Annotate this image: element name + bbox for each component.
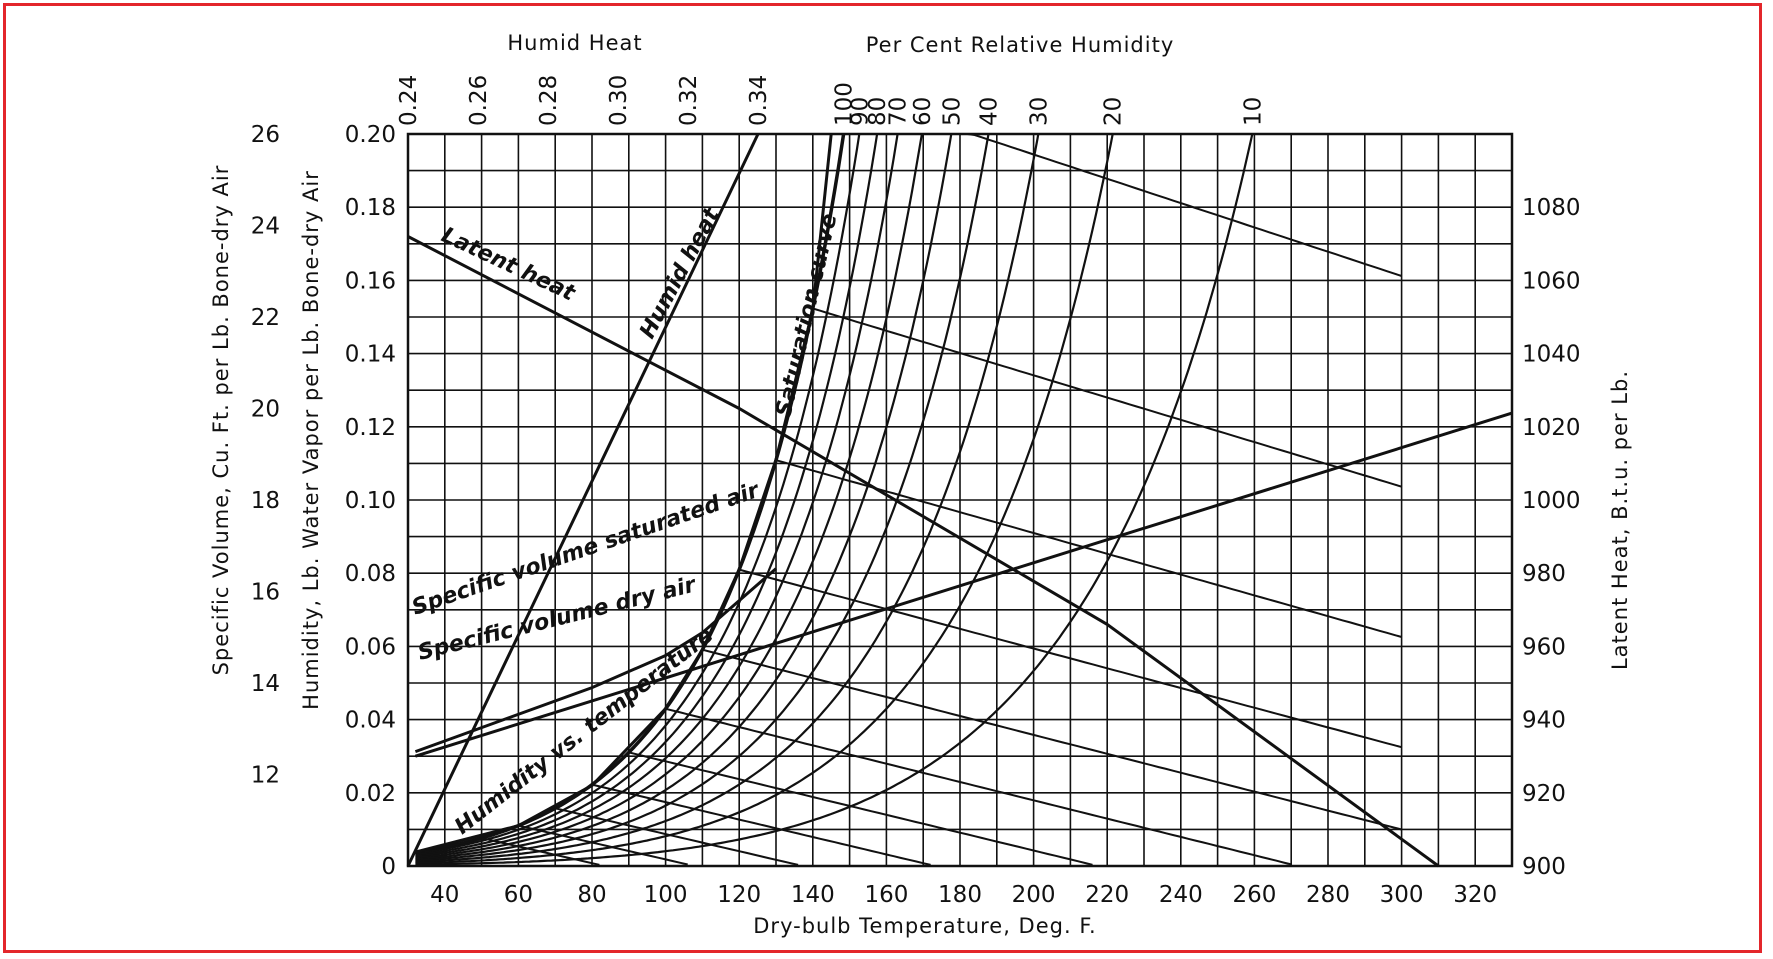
rh-curve-10: [415, 133, 1254, 866]
adiabatic-line: [481, 837, 600, 866]
y-tick-label-specific-volume: 22: [251, 305, 280, 331]
rh-curve-50: [415, 133, 953, 861]
top-tick-label-relative-humidity: 90: [847, 97, 873, 126]
y-tick-label-latent-heat: 1000: [1522, 488, 1581, 514]
top-tick-label-humid-heat: 0.30: [606, 75, 632, 126]
y-axis-title-latent-heat: Latent Heat, B.t.u. per Lb.: [1608, 370, 1632, 670]
series-line: [414, 411, 1513, 758]
x-tick-label: 200: [1012, 882, 1056, 908]
adiabatic-line: [628, 751, 1093, 866]
adiabatic-line: [738, 568, 1402, 749]
y-tick-label-latent-heat: 1040: [1522, 342, 1581, 368]
chart-frame: [3, 3, 1762, 953]
x-tick-label: 120: [717, 882, 761, 908]
y-axis-title-humidity: Humidity, Lb. Water Vapor per Lb. Bone-d…: [299, 170, 323, 710]
adiabatic-line: [812, 307, 1402, 488]
adiabatic-line: [591, 783, 931, 866]
y-tick-label-humidity: 0.18: [345, 195, 396, 221]
y-tick-label-humidity: 0.20: [345, 122, 396, 148]
x-tick-label: 100: [644, 882, 688, 908]
x-axis-title: Dry-bulb Temperature, Deg. F.: [753, 914, 1096, 938]
y-tick-label-humidity: 0.02: [345, 781, 396, 807]
y-axis-title-specific-volume: Specific Volume, Cu. Ft. per Lb. Bone-dr…: [209, 165, 233, 676]
y-tick-label-specific-volume: 20: [251, 397, 280, 423]
y-tick-label-humidity: 0.12: [345, 415, 396, 441]
x-tick-label: 180: [938, 882, 982, 908]
adiabatic-line: [702, 648, 1402, 831]
label-latent-heat: Latent heat: [437, 223, 579, 307]
top-tick-label-humid-heat: 0.28: [536, 75, 562, 126]
y-tick-label-latent-heat: 940: [1522, 708, 1566, 734]
x-tick-label: 240: [1159, 882, 1203, 908]
y-tick-label-specific-volume: 16: [251, 580, 280, 606]
series-line: [414, 567, 777, 754]
x-tick-label: 60: [504, 882, 533, 908]
rh-curve-20: [415, 133, 1114, 865]
top-axis-title-humid-heat: Humid Heat: [507, 31, 642, 55]
top-axis-title-relative-humidity: Per Cent Relative Humidity: [866, 33, 1175, 57]
series-line: [406, 133, 760, 867]
y-tick-label-humidity: 0.14: [345, 342, 396, 368]
top-tick-label-relative-humidity: 100: [832, 82, 858, 126]
y-tick-label-specific-volume: 12: [251, 763, 280, 789]
top-tick-label-humid-heat: 0.24: [396, 75, 422, 126]
adiabatic-line: [554, 807, 799, 866]
y-tick-label-specific-volume: 18: [251, 488, 280, 514]
x-tick-label: 80: [577, 882, 606, 908]
y-tick-label-latent-heat: 900: [1522, 854, 1566, 880]
series-line: [415, 133, 833, 854]
top-tick-label-relative-humidity: 40: [976, 97, 1002, 126]
top-tick-label-relative-humidity: 60: [910, 97, 936, 126]
y-tick-label-latent-heat: 960: [1522, 634, 1566, 660]
x-tick-label: 320: [1453, 882, 1497, 908]
rh-curve-60: [415, 133, 923, 859]
y-tick-label-specific-volume: 14: [251, 671, 280, 697]
y-tick-label-specific-volume: 26: [251, 122, 280, 148]
top-tick-label-relative-humidity: 70: [886, 97, 912, 126]
top-tick-label-relative-humidity: 30: [1026, 97, 1052, 126]
y-tick-label-latent-heat: 1060: [1522, 268, 1581, 294]
y-tick-label-humidity: 0.16: [345, 268, 396, 294]
adiabatic-line: [849, 133, 1402, 277]
top-tick-label-relative-humidity: 50: [939, 97, 965, 126]
x-tick-label: 280: [1306, 882, 1350, 908]
tick-labels: 40 60 80 100 120 140 160 180 200 220 240 260 280 300 3…: [251, 75, 1581, 908]
x-tick-label: 140: [791, 882, 835, 908]
y-tick-label-humidity: 0.08: [345, 561, 396, 587]
top-tick-label-relative-humidity: 10: [1240, 97, 1266, 126]
x-tick-label: 160: [864, 882, 908, 908]
top-tick-label-humid-heat: 0.26: [466, 75, 492, 126]
rh-curve-40: [415, 133, 990, 862]
top-tick-label-humid-heat: 0.34: [746, 75, 772, 126]
adiabatic-line: [665, 707, 1292, 866]
y-tick-label-latent-heat: 980: [1522, 561, 1566, 587]
x-tick-label: 300: [1380, 882, 1424, 908]
curves: [406, 133, 1513, 868]
top-tick-label-relative-humidity: 80: [865, 97, 891, 126]
grid: [406, 132, 1514, 868]
rh-curve-70: [415, 133, 899, 858]
y-tick-label-latent-heat: 920: [1522, 781, 1566, 807]
y-tick-label-humidity: 0.04: [345, 708, 396, 734]
y-tick-label-latent-heat: 1020: [1522, 415, 1581, 441]
y-tick-label-humidity: 0: [381, 854, 396, 880]
x-tick-label: 260: [1232, 882, 1276, 908]
y-tick-label-humidity: 0.06: [345, 634, 396, 660]
top-tick-label-humid-heat: 0.32: [676, 75, 702, 126]
y-tick-label-latent-heat: 1080: [1522, 195, 1581, 221]
adiabatic-line: [518, 824, 688, 866]
y-tick-label-specific-volume: 24: [251, 214, 280, 240]
label-humid-heat: Humid heat: [635, 203, 725, 343]
y-tick-label-humidity: 0.10: [345, 488, 396, 514]
top-tick-label-relative-humidity: 20: [1101, 97, 1127, 126]
series-line: [407, 235, 1440, 868]
rh-curve-30: [415, 133, 1040, 863]
x-tick-label: 220: [1085, 882, 1129, 908]
x-tick-label: 40: [430, 882, 459, 908]
